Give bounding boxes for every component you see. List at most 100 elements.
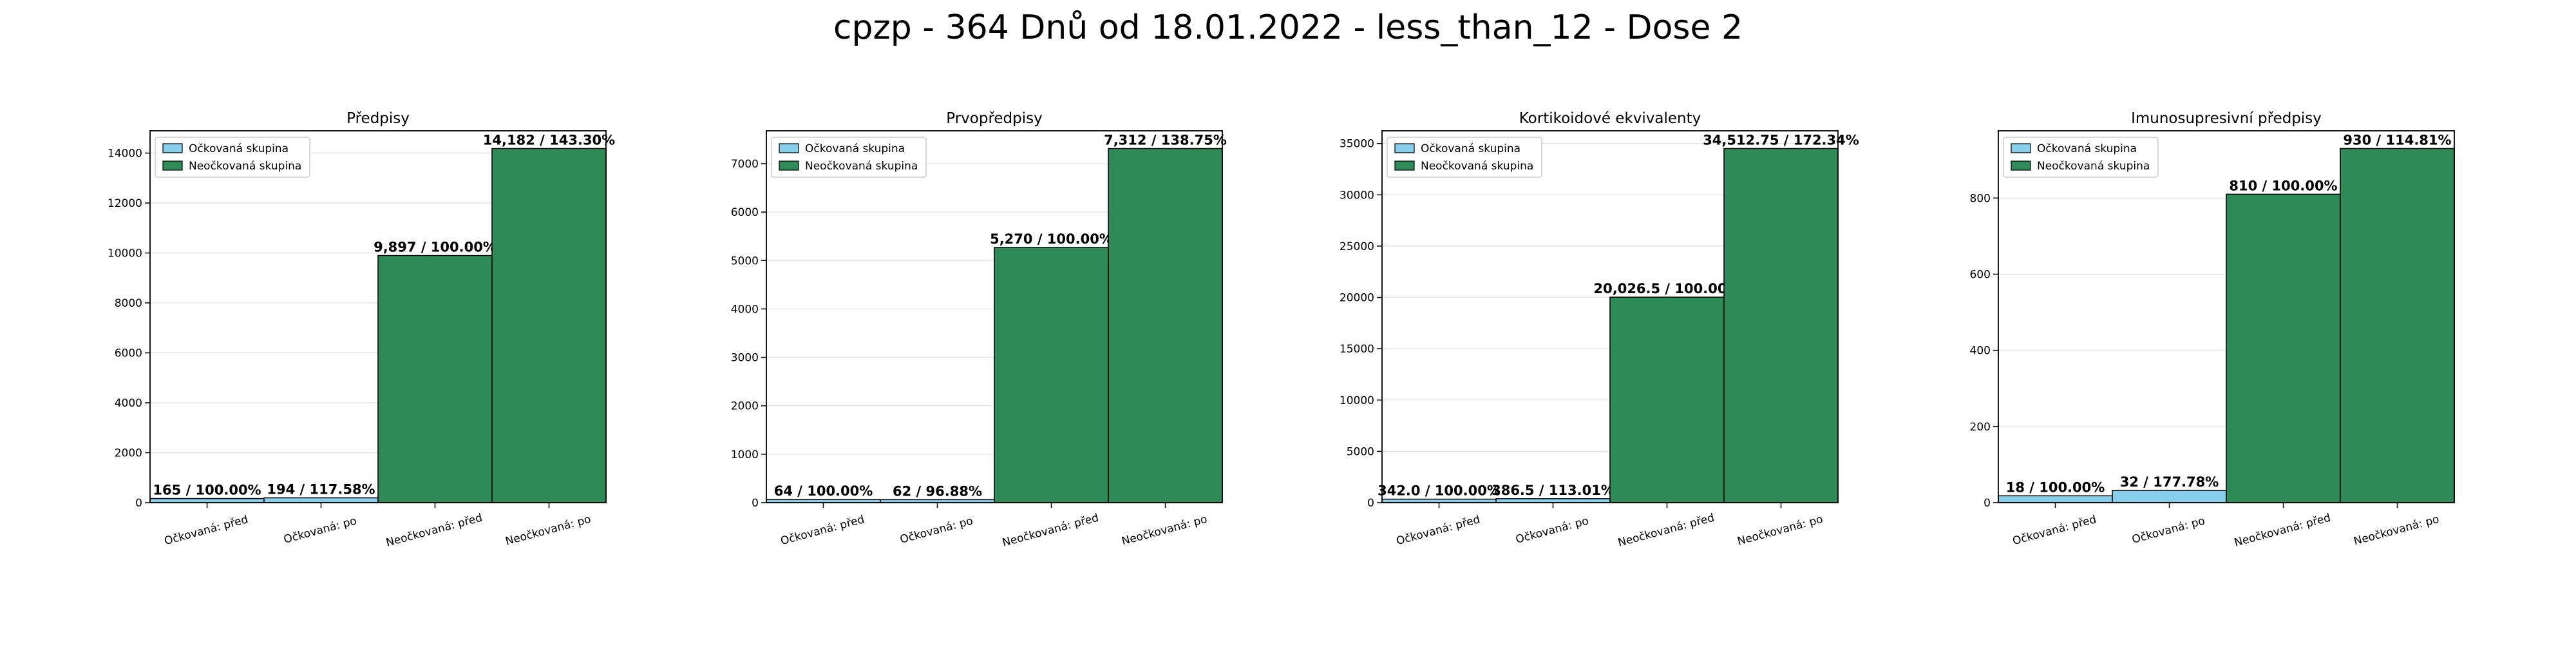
bar-2: [1495, 498, 1611, 503]
axes-frame: [1381, 130, 1839, 503]
x-tick-label: Očkovaná: před: [1395, 513, 1481, 548]
x-tick-label: Neočkovaná: před: [384, 512, 484, 550]
y-tick-label: 7000: [731, 158, 759, 171]
y-tick-label: 8000: [115, 297, 142, 310]
y-tick-label: 6000: [731, 206, 759, 219]
bar-value-label: 32 / 177.78%: [2120, 474, 2219, 490]
y-tick-label: 10000: [108, 247, 142, 260]
chart-panel-3: Kortikoidové ekvivalenty 0 5000 10000 15000 2…: [1340, 110, 1859, 550]
axes-frame: [1998, 130, 2455, 503]
bar-1: [1998, 495, 2113, 503]
y-tick-label: 25000: [1340, 240, 1374, 253]
legend-label-vaccinated: Očkovaná skupina: [1421, 142, 1520, 155]
y-tick-label: 400: [1970, 345, 1991, 358]
bar-value-label: 194 / 117.58%: [267, 481, 375, 497]
legend-swatch-unvaccinated: [1394, 160, 1415, 171]
legend-swatch-unvaccinated: [2011, 160, 2031, 171]
x-tick-label: Očkovaná: před: [163, 513, 249, 548]
y-tick-label: 800: [1970, 192, 1991, 205]
bar-4: [1723, 148, 1839, 503]
axes-frame: [149, 130, 607, 503]
chart-title: Předpisy: [346, 110, 410, 127]
bar-value-label: 18 / 100.00%: [2006, 479, 2105, 495]
legend: Očkovaná skupina Neočkovaná skupina: [2003, 137, 2159, 178]
legend: Očkovaná skupina Neočkovaná skupina: [155, 137, 310, 178]
y-tick-label: 6000: [115, 347, 142, 360]
bar-value-label: 5,270 / 100.00%: [990, 231, 1113, 247]
y-tick-label: 15000: [1340, 343, 1374, 356]
bar-value-label: 9,897 / 100.00%: [374, 240, 497, 255]
bar-2: [263, 497, 379, 503]
y-tick-label: 2000: [731, 400, 759, 413]
chart-title: Prvopředpisy: [946, 110, 1043, 127]
y-tick-label: 4000: [115, 397, 142, 410]
legend-label-vaccinated: Očkovaná skupina: [2037, 142, 2137, 155]
y-tick-label: 600: [1970, 268, 1991, 281]
legend-box: [155, 137, 310, 178]
legend-swatch-unvaccinated: [779, 160, 799, 171]
y-tick-label: 35000: [1340, 138, 1374, 151]
y-tick-label: 20000: [1340, 292, 1374, 305]
legend-label-vaccinated: Očkovaná skupina: [189, 142, 289, 155]
y-tick-label: 10000: [1340, 394, 1374, 407]
x-tick-label: Neočkovaná: před: [1001, 512, 1100, 550]
legend-box: [1387, 137, 1542, 178]
x-tick-label: Očkovaná: po: [282, 514, 358, 546]
x-tick-label: Neočkovaná: po: [2353, 513, 2441, 548]
legend-label-unvaccinated: Neočkovaná skupina: [805, 160, 918, 173]
y-tick-label: 30000: [1340, 189, 1374, 202]
chart-panel-1: Předpisy 0 2000 4000 6000 8000 10000 12000 14000…: [108, 110, 615, 550]
legend-swatch-vaccinated: [779, 143, 799, 153]
legend-box: [771, 137, 927, 178]
bar-1: [149, 497, 265, 503]
y-tick-label: 1000: [731, 449, 759, 461]
legend-label-unvaccinated: Neočkovaná skupina: [2037, 160, 2150, 173]
bar-value-label: 62 / 96.88%: [893, 483, 982, 499]
legend-swatch-vaccinated: [1394, 143, 1415, 153]
legend-box: [2003, 137, 2159, 178]
y-tick-label: 2000: [115, 447, 142, 460]
y-tick-label: 14000: [108, 148, 142, 160]
legend-label-vaccinated: Očkovaná skupina: [805, 142, 905, 155]
bar-value-label: 20,026.5 / 100.00%: [1594, 281, 1741, 296]
y-tick-label: 0: [135, 497, 142, 510]
x-tick-label: Očkovaná: po: [2130, 514, 2206, 546]
y-tick-label: 0: [1984, 497, 1991, 510]
legend-swatch-vaccinated: [2011, 143, 2031, 153]
legend: Očkovaná skupina Neočkovaná skupina: [1387, 137, 1542, 178]
bar-value-label: 342.0 / 100.00%: [1378, 483, 1501, 499]
y-tick-label: 200: [1970, 421, 1991, 434]
y-tick-label: 5000: [1347, 445, 1374, 458]
axes-frame: [766, 130, 1223, 503]
bar-4: [2340, 148, 2455, 503]
legend-swatch-unvaccinated: [162, 160, 183, 171]
figure-title: cpzp - 364 Dnů od 18.01.2022 - less_than…: [833, 8, 1743, 47]
x-tick-label: Neočkovaná: po: [1736, 513, 1824, 548]
legend: Očkovaná skupina Neočkovaná skupina: [771, 137, 927, 178]
chart-title: Kortikoidové ekvivalenty: [1519, 110, 1701, 127]
legend-label-unvaccinated: Neočkovaná skupina: [1421, 160, 1533, 173]
y-tick-label: 0: [752, 497, 759, 510]
bar-3: [994, 247, 1109, 503]
y-tick-label: 3000: [731, 352, 759, 365]
bar-4: [1108, 148, 1223, 503]
bar-3: [2226, 193, 2341, 503]
y-tick-label: 4000: [731, 303, 759, 316]
legend-label-unvaccinated: Neočkovaná skupina: [189, 160, 301, 173]
x-tick-label: Očkovaná: před: [2011, 513, 2098, 548]
x-tick-label: Neočkovaná: po: [504, 513, 592, 548]
bar-value-label: 34,512.75 / 172.34%: [1703, 132, 1859, 148]
y-tick-label: 12000: [108, 197, 142, 210]
bar-value-label: 810 / 100.00%: [2229, 178, 2337, 193]
bar-value-label: 930 / 114.81%: [2343, 132, 2451, 148]
x-tick-label: Očkovaná: před: [779, 513, 866, 548]
bar-value-label: 64 / 100.00%: [774, 483, 873, 499]
bar-value-label: 7,312 / 138.75%: [1104, 133, 1227, 148]
legend-swatch-vaccinated: [162, 143, 183, 153]
bar-value-label: 14,182 / 143.30%: [483, 132, 615, 148]
bar-4: [491, 148, 607, 503]
x-tick-label: Neočkovaná: před: [1616, 512, 1716, 550]
y-tick-label: 5000: [731, 255, 759, 267]
